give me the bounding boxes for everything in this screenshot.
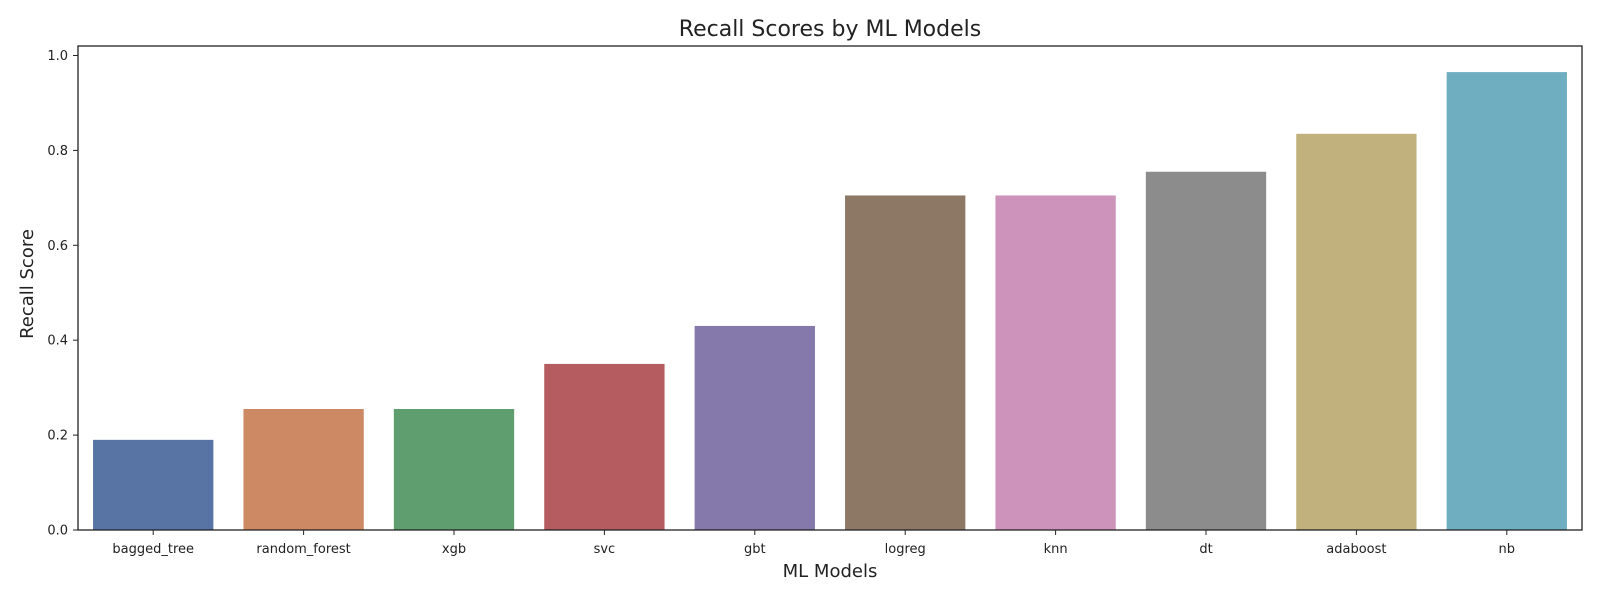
y-tick-label: 0.0 [47,524,68,539]
x-tick-label: knn [1044,542,1068,557]
y-axis-ticks: 0.0 0.2 0.4 0.6 0.8 1.0 [47,49,78,539]
x-tick-label: random_forest [256,542,350,557]
chart-title: Recall Scores by ML Models [679,17,981,42]
x-tick-label: gbt [744,542,766,557]
bars-group [93,72,1567,531]
x-axis-title: ML Models [783,561,878,582]
y-tick-label: 1.0 [47,49,68,64]
y-tick-label: 0.2 [47,429,68,444]
x-tick-label: adaboost [1326,542,1386,557]
bar-svc [544,363,665,530]
x-axis-ticks: bagged_tree random_forest xgb svc gbt logreg k… [112,530,1515,557]
bar-nb [1446,72,1567,531]
bar-random-forest [243,409,364,530]
x-tick-label: dt [1199,542,1212,557]
bar-bagged-tree [93,439,214,530]
bar-knn [995,195,1116,530]
y-axis-title: Recall Score [17,229,38,339]
plot-frame [77,45,1583,531]
bar-adaboost [1296,133,1417,531]
bar-xgb [393,409,515,530]
bar-gbt [694,325,815,530]
x-tick-label: logreg [885,542,926,557]
x-tick-label: xgb [442,542,466,557]
y-tick-label: 0.8 [47,144,68,159]
x-tick-label: nb [1499,542,1516,557]
y-tick-label: 0.4 [47,334,68,349]
bar-logreg [845,195,966,530]
bar-dt [1145,171,1267,530]
x-tick-label: svc [594,542,616,557]
x-tick-label: bagged_tree [112,542,194,557]
y-tick-label: 0.6 [47,239,68,254]
